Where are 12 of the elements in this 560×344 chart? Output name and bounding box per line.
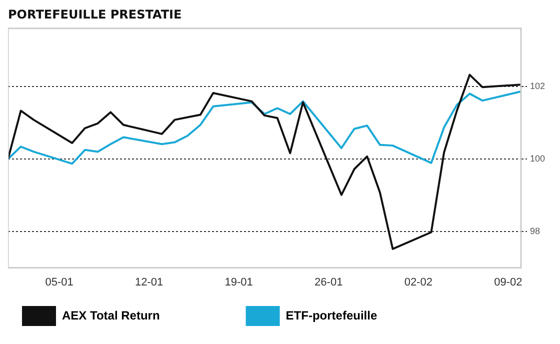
x-tick-label: 05-01 bbox=[45, 276, 74, 288]
x-tick-label: 19-01 bbox=[224, 276, 253, 288]
x-tick-label: 12-01 bbox=[135, 276, 164, 288]
legend-label: ETF-portefeuille bbox=[286, 308, 450, 322]
x-tick-label: 26-01 bbox=[314, 276, 343, 288]
y-tick-label: 98 bbox=[530, 226, 540, 236]
x-tick-label: 02-02 bbox=[404, 276, 432, 288]
legend-label: AEX Total Return bbox=[62, 308, 232, 322]
y-tick-label: 102 bbox=[530, 80, 546, 91]
x-tick-label: 09-02 bbox=[494, 276, 522, 288]
y-tick-label: 100 bbox=[530, 153, 546, 164]
chart-title: PORTEFEUILLE PRESTATIE bbox=[8, 7, 182, 22]
